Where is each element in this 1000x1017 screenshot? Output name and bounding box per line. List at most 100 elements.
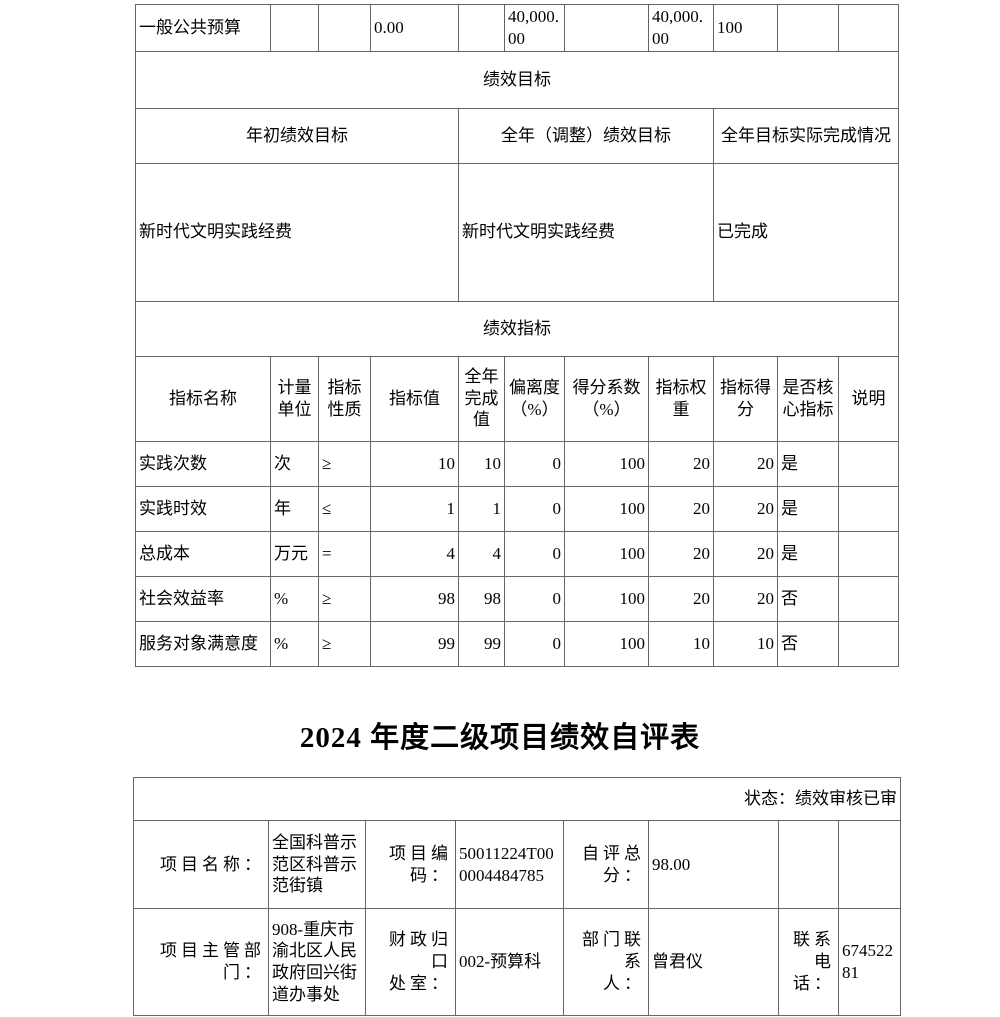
detail-empty-label xyxy=(778,820,839,909)
indicator-score: 20 xyxy=(713,440,778,487)
dept-value: 908-重庆市渝北区人民政府回兴街道办事处 xyxy=(268,908,366,1016)
budget-row: 一般公共预算 0.00 40,000.00 40,000.00 100 xyxy=(135,4,899,52)
indicator-name: 社会效益率 xyxy=(135,575,271,622)
goal-value-initial: 新时代文明实践经费 xyxy=(135,162,459,302)
indicator-deviation: 0 xyxy=(504,485,565,532)
goal-value-adjusted: 新时代文明实践经费 xyxy=(458,162,714,302)
indicator-nature: = xyxy=(318,530,371,577)
indicator-note xyxy=(838,620,899,667)
indicator-weight: 20 xyxy=(648,440,714,487)
phone-value: 67452281 xyxy=(838,908,901,1016)
indicator-unit: % xyxy=(270,620,319,667)
budget-adjusted-cell: 40,000.00 xyxy=(504,4,565,52)
indicator-coefficient: 100 xyxy=(564,575,649,622)
indicator-target: 1 xyxy=(370,485,459,532)
indicator-score: 20 xyxy=(713,485,778,532)
indicator-coefficient: 100 xyxy=(564,620,649,667)
budget-final-cell: 40,000.00 xyxy=(648,4,714,52)
indicator-name: 总成本 xyxy=(135,530,271,577)
indicator-unit: 次 xyxy=(270,440,319,487)
indicator-score: 20 xyxy=(713,575,778,622)
indicator-target: 10 xyxy=(370,440,459,487)
indicator-completed: 10 xyxy=(458,440,505,487)
indicator-completed: 4 xyxy=(458,530,505,577)
contact-value: 曾君仪 xyxy=(648,908,779,1016)
indicator-coefficient: 100 xyxy=(564,530,649,577)
self-score-value: 98.00 xyxy=(648,820,779,909)
indicator-completed: 99 xyxy=(458,620,505,667)
indicator-nature: ≤ xyxy=(318,485,371,532)
indicator-completed: 98 xyxy=(458,575,505,622)
project-code-value: 50011224T000004484785 xyxy=(455,820,564,909)
indicator-weight: 20 xyxy=(648,530,714,577)
indicator-row: 实践次数 次 ≥ 10 10 0 100 20 20 是 xyxy=(135,440,899,487)
indicator-header-score: 指标得分 xyxy=(713,355,778,442)
indicator-core: 是 xyxy=(777,485,839,532)
indicator-row: 总成本 万元 = 4 4 0 100 20 20 是 xyxy=(135,530,899,577)
indicator-section-banner: 绩效指标 xyxy=(135,300,899,357)
indicator-unit: 万元 xyxy=(270,530,319,577)
budget-rate-cell: 100 xyxy=(713,4,778,52)
goal-value-row: 新时代文明实践经费 新时代文明实践经费 已完成 xyxy=(135,162,899,302)
detail-row: 项目名称： 全国科普示范区科普示范街镇 项目编 码： 50011224T0000… xyxy=(133,820,901,909)
indicator-row: 实践时效 年 ≤ 1 1 0 100 20 20 是 xyxy=(135,485,899,532)
indicator-core: 否 xyxy=(777,575,839,622)
goal-header-initial: 年初绩效目标 xyxy=(135,107,459,164)
indicator-header-completed: 全年完成值 xyxy=(458,355,505,442)
budget-cell xyxy=(564,4,649,52)
indicator-note xyxy=(838,530,899,577)
status-row: 状态：绩效审核已审 xyxy=(133,777,901,821)
budget-source-cell: 一般公共预算 xyxy=(135,4,271,52)
indicator-note xyxy=(838,575,899,622)
indicator-target: 98 xyxy=(370,575,459,622)
indicator-row: 服务对象满意度 % ≥ 99 99 0 100 10 10 否 xyxy=(135,620,899,667)
budget-cell xyxy=(318,4,371,52)
indicator-core: 是 xyxy=(777,440,839,487)
detail-table: 状态：绩效审核已审 项目名称： 全国科普示范区科普示范街镇 项目编 码： 500… xyxy=(133,777,901,1016)
indicator-header-name: 指标名称 xyxy=(135,355,271,442)
indicator-unit: 年 xyxy=(270,485,319,532)
indicator-nature: ≥ xyxy=(318,575,371,622)
indicator-name: 服务对象满意度 xyxy=(135,620,271,667)
indicator-target: 99 xyxy=(370,620,459,667)
indicator-header-core: 是否核心指标 xyxy=(777,355,839,442)
indicator-unit: % xyxy=(270,575,319,622)
indicator-score: 10 xyxy=(713,620,778,667)
indicator-coefficient: 100 xyxy=(564,440,649,487)
indicator-name: 实践时效 xyxy=(135,485,271,532)
indicator-completed: 1 xyxy=(458,485,505,532)
indicator-header-weight: 指标权重 xyxy=(648,355,714,442)
indicator-nature: ≥ xyxy=(318,440,371,487)
status-text: 状态：绩效审核已审 xyxy=(133,777,901,821)
goal-header-actual: 全年目标实际完成情况 xyxy=(713,107,899,164)
project-name-label: 项目名称： xyxy=(133,820,269,909)
budget-cell xyxy=(777,4,839,52)
page-title: 2024 年度二级项目绩效自评表 xyxy=(299,722,701,754)
phone-label: 联系 电 话： xyxy=(778,908,839,1016)
indicator-header-coefficient: 得分系数（%） xyxy=(564,355,649,442)
indicator-coefficient: 100 xyxy=(564,485,649,532)
indicator-deviation: 0 xyxy=(504,530,565,577)
dept-label: 项目主管部 门： xyxy=(133,908,269,1016)
indicator-weight: 20 xyxy=(648,575,714,622)
indicator-header-deviation: 偏离度（%） xyxy=(504,355,565,442)
self-score-label: 自评总 分： xyxy=(563,820,649,909)
indicator-name: 实践次数 xyxy=(135,440,271,487)
detail-row: 项目主管部 门： 908-重庆市渝北区人民政府回兴街道办事处 财政归口 处室： … xyxy=(133,908,901,1016)
indicator-core: 是 xyxy=(777,530,839,577)
indicator-header-target: 指标值 xyxy=(370,355,459,442)
indicator-weight: 20 xyxy=(648,485,714,532)
goal-section-banner: 绩效目标 xyxy=(135,50,899,109)
project-code-label: 项目编 码： xyxy=(365,820,456,909)
goal-header-adjusted: 全年（调整）绩效目标 xyxy=(458,107,714,164)
indicator-banner-row: 绩效指标 xyxy=(135,300,899,357)
indicator-deviation: 0 xyxy=(504,620,565,667)
indicator-header-note: 说明 xyxy=(838,355,899,442)
indicator-target: 4 xyxy=(370,530,459,577)
goal-value-actual: 已完成 xyxy=(713,162,899,302)
indicator-note xyxy=(838,440,899,487)
indicator-weight: 10 xyxy=(648,620,714,667)
indicator-score: 20 xyxy=(713,530,778,577)
finance-office-value: 002-预算科 xyxy=(455,908,564,1016)
summary-table: 一般公共预算 0.00 40,000.00 40,000.00 100 绩效目标… xyxy=(135,4,899,667)
